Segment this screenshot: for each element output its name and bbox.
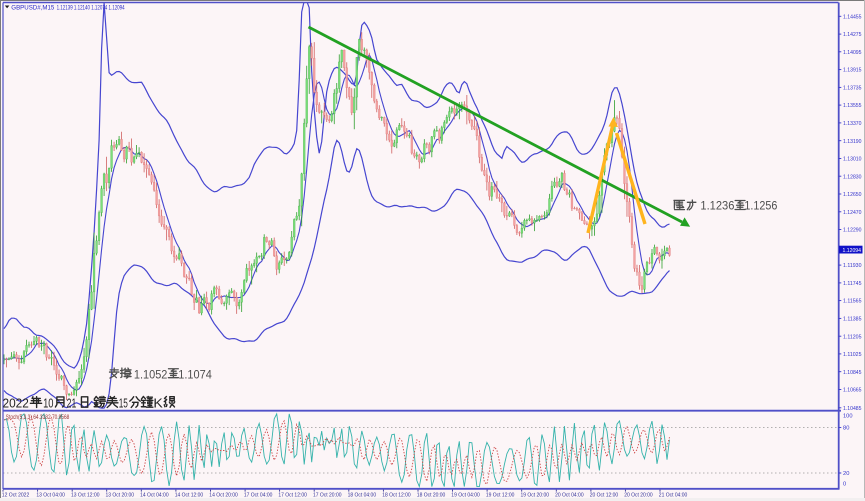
svg-text:14 Oct 12:00: 14 Oct 12:00 — [175, 492, 204, 498]
svg-text:1.12094: 1.12094 — [843, 248, 862, 254]
svg-text:80: 80 — [843, 426, 849, 432]
svg-text:17 Oct 04:00: 17 Oct 04:00 — [244, 492, 273, 498]
svg-text:20 Oct 20:00: 20 Oct 20:00 — [624, 492, 653, 498]
svg-text:K: K — [153, 397, 163, 411]
svg-text:2022: 2022 — [3, 397, 29, 411]
svg-text:10: 10 — [43, 397, 53, 411]
svg-text:0: 0 — [843, 481, 846, 487]
svg-text:GBPUSD#,M15: GBPUSD#,M15 — [11, 5, 55, 11]
svg-text:19 Oct 04:00: 19 Oct 04:00 — [451, 492, 480, 498]
svg-text:1.13370: 1.13370 — [843, 121, 862, 127]
svg-text:1.11025: 1.11025 — [843, 352, 862, 358]
svg-text:19 Oct 12:00: 19 Oct 12:00 — [486, 492, 515, 498]
svg-text:1.12290: 1.12290 — [843, 228, 862, 234]
svg-text:1.12830: 1.12830 — [843, 174, 862, 180]
svg-text:1.11205: 1.11205 — [843, 334, 862, 340]
svg-text:12 Oct 2022: 12 Oct 2022 — [2, 492, 30, 498]
svg-text:14 Oct 20:00: 14 Oct 20:00 — [209, 492, 238, 498]
svg-text:17 Oct 12:00: 17 Oct 12:00 — [278, 492, 307, 498]
svg-text:1.13555: 1.13555 — [843, 103, 862, 109]
svg-text:100: 100 — [843, 414, 853, 420]
svg-text:1.14095: 1.14095 — [843, 50, 862, 56]
svg-text:20: 20 — [843, 471, 849, 477]
svg-text:18 Oct 12:00: 18 Oct 12:00 — [382, 492, 411, 498]
svg-text:1.1074: 1.1074 — [178, 370, 212, 382]
svg-text:18 Oct 20:00: 18 Oct 20:00 — [417, 492, 446, 498]
svg-text:1.11930: 1.11930 — [843, 263, 862, 269]
svg-text:1.12139 1.12140 1.12074 1.1209: 1.12139 1.12140 1.12074 1.12094 — [57, 5, 125, 11]
svg-text:19 Oct 20:00: 19 Oct 20:00 — [521, 492, 550, 498]
svg-text:13 Oct 04:00: 13 Oct 04:00 — [36, 492, 65, 498]
svg-text:1.11385: 1.11385 — [843, 317, 862, 323]
svg-text:1.11565: 1.11565 — [843, 299, 862, 305]
svg-text:Stoch(5,3,3) 64.3182 70.9568: Stoch(5,3,3) 64.3182 70.9568 — [6, 415, 70, 421]
svg-text:1.14455: 1.14455 — [843, 14, 862, 20]
svg-text:1.14275: 1.14275 — [843, 32, 862, 38]
svg-text:1.10485: 1.10485 — [843, 406, 862, 412]
svg-text:1.10665: 1.10665 — [843, 388, 862, 394]
svg-text:21 Oct 04:00: 21 Oct 04:00 — [659, 492, 688, 498]
svg-text:1.13735: 1.13735 — [843, 86, 862, 92]
svg-text:1.1236: 1.1236 — [700, 201, 734, 213]
svg-text:13 Oct 12:00: 13 Oct 12:00 — [71, 492, 100, 498]
svg-text:14 Oct 04:00: 14 Oct 04:00 — [140, 492, 169, 498]
svg-text:1.10845: 1.10845 — [843, 370, 862, 376]
svg-text:1.11745: 1.11745 — [843, 281, 862, 287]
svg-text:20 Oct 12:00: 20 Oct 12:00 — [590, 492, 619, 498]
svg-text:1.13010: 1.13010 — [843, 157, 862, 163]
svg-text:13 Oct 20:00: 13 Oct 20:00 — [106, 492, 135, 498]
svg-text:1.1052: 1.1052 — [134, 370, 168, 382]
svg-text:1.13190: 1.13190 — [843, 139, 862, 145]
svg-text:15: 15 — [119, 397, 128, 411]
svg-text:21: 21 — [67, 397, 77, 411]
svg-text:1.12650: 1.12650 — [843, 192, 862, 198]
svg-text:1.13915: 1.13915 — [843, 68, 862, 74]
svg-text:1.12470: 1.12470 — [843, 210, 862, 216]
svg-text:17 Oct 20:00: 17 Oct 20:00 — [313, 492, 342, 498]
svg-text:1.1256: 1.1256 — [744, 201, 777, 213]
svg-text:18 Oct 04:00: 18 Oct 04:00 — [348, 492, 377, 498]
svg-text:20 Oct 04:00: 20 Oct 04:00 — [555, 492, 584, 498]
